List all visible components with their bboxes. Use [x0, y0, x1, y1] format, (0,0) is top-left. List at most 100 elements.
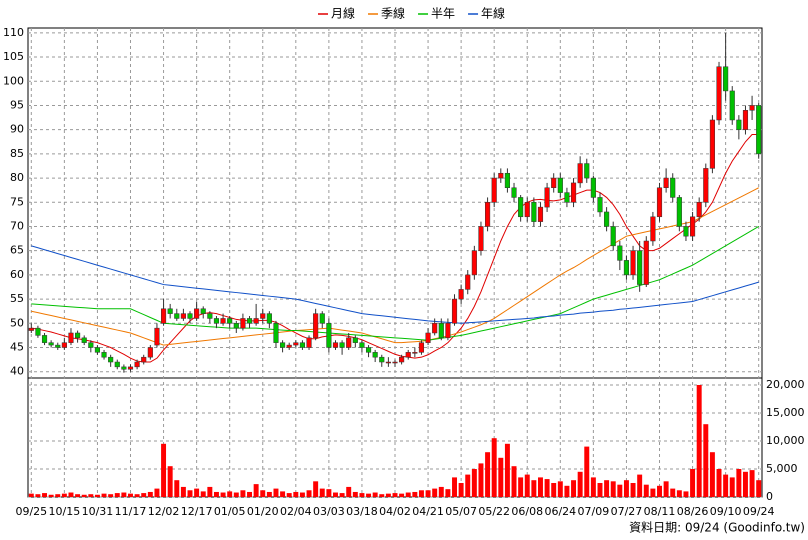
volume-bar — [266, 491, 272, 497]
volume-bar — [670, 488, 676, 497]
volume-bar — [385, 493, 391, 497]
ma-line — [31, 226, 759, 341]
volume-bar — [458, 483, 464, 497]
candle-body — [716, 66, 722, 121]
volume-bar — [333, 492, 338, 497]
candle-body — [537, 206, 544, 222]
volume-bar — [339, 493, 345, 497]
candle-body — [425, 332, 431, 343]
y-tick-label: 5,000 — [766, 462, 798, 475]
candle-body — [412, 352, 418, 354]
x-tick-label: 12/17 — [181, 505, 213, 518]
candle-body — [623, 260, 630, 276]
volume-bar — [141, 493, 147, 497]
candle-body — [174, 313, 180, 319]
candle-body — [200, 308, 206, 314]
candle-body — [233, 323, 239, 329]
candle-body — [432, 323, 438, 334]
volume-bar — [167, 466, 173, 497]
volume-bar — [703, 424, 709, 497]
candle-body — [518, 197, 524, 218]
volume-bar — [412, 491, 418, 497]
candle-body — [114, 361, 120, 368]
volume-bar — [531, 480, 537, 497]
volume-bar — [405, 492, 411, 497]
y-tick-label: 15,000 — [766, 406, 805, 419]
x-tick-label: 11/17 — [115, 505, 147, 518]
volume-bar — [372, 492, 378, 497]
volume-bar — [471, 469, 477, 497]
y-tick-label: 0 — [766, 490, 773, 503]
x-tick-label: 07/09 — [578, 505, 610, 518]
volume-bar — [326, 489, 332, 497]
volume-bar — [174, 480, 180, 497]
candle-body — [458, 289, 464, 300]
candle-body — [253, 318, 259, 324]
candle-body — [405, 352, 411, 358]
candle-body — [359, 342, 365, 348]
volume-bar — [756, 480, 762, 497]
volume-bar — [227, 491, 233, 497]
volume-bar — [729, 477, 735, 497]
candle-body — [736, 119, 742, 130]
volume-bar — [240, 490, 246, 497]
candle-body — [346, 337, 352, 348]
candle-body — [121, 366, 127, 370]
candle-body — [485, 202, 491, 227]
volume-bar — [478, 463, 484, 497]
candle-body — [326, 323, 332, 348]
y-tick-label: 60 — [10, 268, 24, 281]
candle-body — [101, 352, 107, 358]
volume-bar — [121, 492, 127, 497]
volume-bar — [623, 480, 629, 497]
candle-body — [81, 337, 87, 343]
candle-body — [610, 226, 616, 247]
y-tick-label: 85 — [10, 147, 24, 160]
x-tick-label: 03/18 — [346, 505, 378, 518]
candle-body — [570, 182, 577, 203]
candle-body — [709, 119, 715, 169]
x-tick-label: 04/02 — [379, 505, 411, 518]
candle-body — [332, 342, 339, 348]
volume-bar — [147, 491, 153, 497]
y-tick-label: 20,000 — [766, 378, 805, 391]
volume-bar — [742, 471, 748, 497]
candle-body — [723, 66, 729, 92]
candle-body — [88, 342, 94, 348]
volume-bar — [75, 494, 81, 497]
volume-bar — [359, 493, 365, 497]
candle-body — [544, 187, 550, 208]
candle-body — [306, 337, 312, 348]
volume-bar — [366, 493, 372, 497]
candle-body — [663, 177, 669, 189]
volume-bar — [518, 477, 524, 497]
candle-body — [94, 347, 100, 353]
candle-body — [597, 197, 603, 213]
candle-body — [207, 313, 213, 319]
volume-bar — [709, 452, 715, 497]
candle-body — [167, 308, 173, 314]
candle-body — [319, 313, 325, 324]
candle-body — [590, 177, 596, 198]
volume-bar — [213, 491, 219, 497]
volume-bar — [207, 486, 213, 497]
candle-body — [445, 323, 451, 339]
ma-line — [31, 245, 759, 324]
volume-bar — [663, 481, 669, 497]
volume-bar — [114, 493, 120, 497]
candle-body — [604, 211, 610, 227]
candle-body — [127, 366, 134, 370]
y-tick-label: 10,000 — [766, 434, 805, 447]
volume-bar — [465, 474, 471, 497]
volume-bar — [657, 485, 662, 497]
volume-bar — [491, 438, 497, 497]
x-tick-label: 05/22 — [478, 505, 510, 518]
candle-body — [504, 172, 510, 189]
candle-body — [392, 361, 398, 364]
candle-body — [213, 318, 220, 324]
candle-body — [187, 313, 193, 319]
volume-bar — [101, 493, 107, 497]
y-tick-label: 105 — [3, 50, 24, 63]
candle-body — [299, 342, 305, 348]
candle-body — [246, 318, 253, 324]
